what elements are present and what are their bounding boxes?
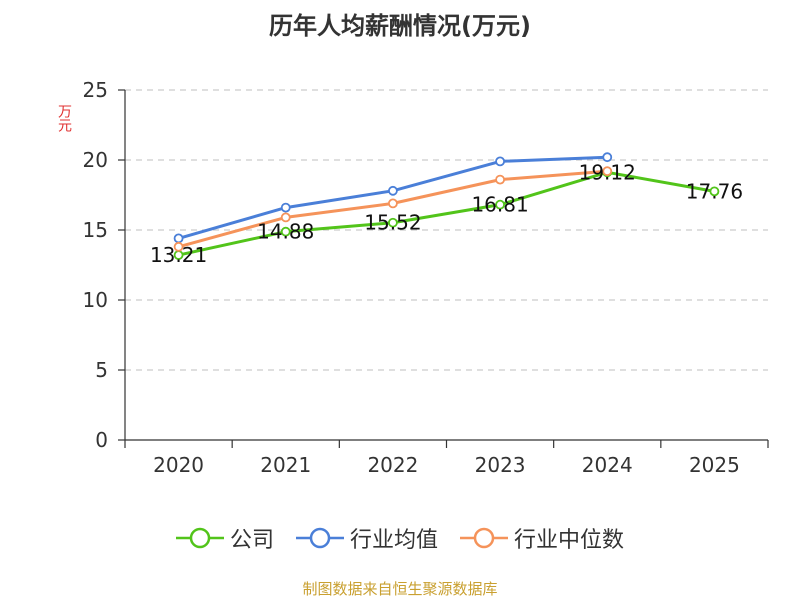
legend-label-industry-avg: 行业均值 <box>349 528 438 553</box>
y-tick-label: 25 <box>83 78 108 102</box>
legend-marker-company-icon <box>175 527 224 549</box>
x-tick-label: 2022 <box>367 453 418 477</box>
y-axis-unit: 万元 <box>56 104 72 132</box>
y-tick-label: 0 <box>95 428 108 452</box>
legend-item-industry-median[interactable]: 行业中位数 <box>460 522 624 554</box>
data-point-industry-avg <box>495 156 505 167</box>
data-point-industry-median <box>602 166 613 177</box>
data-point-industry-median <box>388 198 398 209</box>
data-point-industry-avg <box>173 233 184 244</box>
y-tick-label: 20 <box>83 148 108 172</box>
legend-label-industry-median: 行业中位数 <box>514 528 625 553</box>
data-point-industry-median <box>495 174 505 185</box>
data-label-company: 16.81 <box>471 193 528 217</box>
data-label-company: 14.88 <box>257 220 314 244</box>
y-tick-label: 15 <box>83 218 108 242</box>
data-label-company: 19.12 <box>579 160 636 184</box>
x-tick-label: 2021 <box>260 453 311 477</box>
data-point-company <box>709 186 720 197</box>
data-label-company: 13.21 <box>150 243 207 267</box>
data-point-company <box>280 226 291 237</box>
legend-marker-industry-median-icon <box>460 527 508 549</box>
data-point-industry-avg <box>602 152 613 163</box>
chart-title: 历年人均薪酬情况(万元) <box>269 12 531 40</box>
data-point-company <box>495 199 505 210</box>
series-line-company <box>178 170 715 257</box>
legend-item-industry-avg[interactable]: 行业均值 <box>295 522 438 554</box>
x-tick-label: 2020 <box>153 453 204 477</box>
source-footer: 制图数据来自恒生聚源数据库 <box>302 580 498 598</box>
legend-marker-industry-avg-icon <box>295 527 344 549</box>
y-tick-label: 5 <box>95 358 108 382</box>
y-tick-label: 10 <box>83 288 108 312</box>
data-label-company: 17.76 <box>686 179 743 203</box>
data-point-industry-median <box>173 241 184 252</box>
series-line-industry-median <box>178 169 608 249</box>
x-tick-label: 2023 <box>475 453 526 477</box>
x-tick-label: 2025 <box>689 453 740 477</box>
data-point-industry-median <box>280 212 291 223</box>
data-point-company <box>388 217 398 228</box>
data-point-industry-avg <box>280 202 291 213</box>
x-tick-label: 2024 <box>582 453 633 477</box>
legend: 公司 行业均值 行业中位数 <box>0 522 800 554</box>
data-label-company: 15.52 <box>364 211 421 235</box>
legend-label-company: 公司 <box>229 528 274 553</box>
data-point-industry-avg <box>388 185 398 196</box>
legend-item-company[interactable]: 公司 <box>175 522 274 554</box>
